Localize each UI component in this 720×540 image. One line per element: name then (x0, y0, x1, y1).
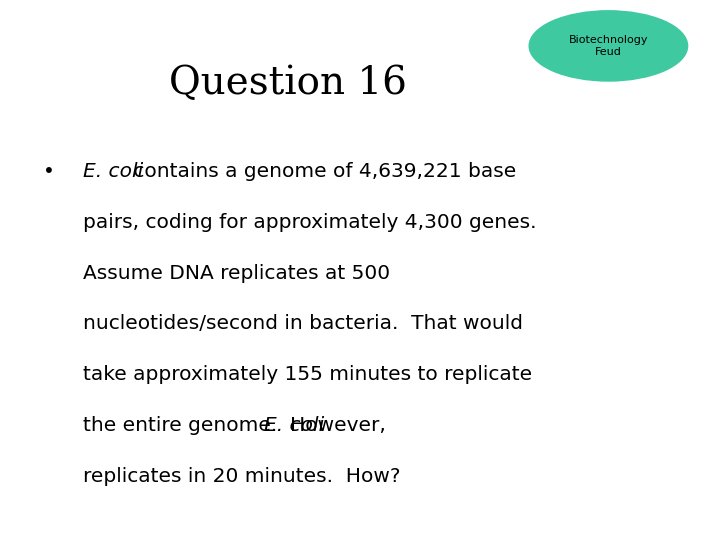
Text: E. coli: E. coli (83, 162, 143, 181)
Text: Biotechnology
Feud: Biotechnology Feud (569, 35, 648, 57)
Text: Assume DNA replicates at 500: Assume DNA replicates at 500 (83, 264, 390, 282)
Text: contains a genome of 4,639,221 base: contains a genome of 4,639,221 base (127, 162, 517, 181)
Text: Question 16: Question 16 (169, 65, 407, 102)
Text: nucleotides/second in bacteria.  That would: nucleotides/second in bacteria. That wou… (83, 314, 523, 333)
Text: take approximately 155 minutes to replicate: take approximately 155 minutes to replic… (83, 365, 532, 384)
Text: the entire genome.  However,: the entire genome. However, (83, 416, 392, 435)
Text: replicates in 20 minutes.  How?: replicates in 20 minutes. How? (83, 467, 400, 485)
Text: pairs, coding for approximately 4,300 genes.: pairs, coding for approximately 4,300 ge… (83, 213, 536, 232)
Text: •: • (43, 162, 55, 181)
Text: E. coli: E. coli (264, 416, 325, 435)
